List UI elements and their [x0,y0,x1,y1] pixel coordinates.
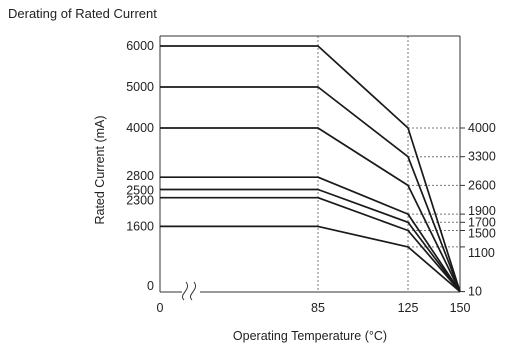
series-line-5 [160,188,461,293]
y-tick-label-right-1900: 1900 [468,204,496,218]
series-line-6 [160,196,461,293]
grid-layer [317,36,460,292]
x-tick-label-150: 150 [450,301,471,315]
y-axis-label: Rated Current (mA) [93,115,107,224]
y-tick-label-left-2500: 2500 [126,184,154,198]
y-tick-label-left-1600: 1600 [126,219,154,233]
y-tick-label-right-4000: 4000 [468,121,496,135]
x-tick-label-85: 85 [311,301,325,315]
series-line-4 [160,176,461,293]
y-tick-label-left-5000: 5000 [126,80,154,94]
y-tick-label-left-2300: 2300 [126,194,154,208]
y-tick-label-left-6000: 6000 [126,39,154,53]
chart-title: Derating of Rated Current [8,6,157,21]
series-line-2 [160,86,461,292]
axis-break-mark-1 [182,281,188,301]
y-tick-label-right-2600: 2600 [468,178,496,192]
x-tick-label-125: 125 [398,301,419,315]
y-tick-label-left-4000: 4000 [126,121,154,135]
series-line-3 [160,127,461,292]
series-line-1 [160,45,461,292]
x-axis-label: Operating Temperature (°C) [233,329,387,343]
frame-layer [159,35,461,301]
x-tick-label-0: 0 [157,301,164,315]
series-line-7 [160,225,461,293]
y-tick-label-right-3300: 3300 [468,150,496,164]
y-tick-label-right-1700: 1700 [468,215,496,229]
axis-break-mark-2 [190,281,196,301]
y-tick-label-right-10: 10 [468,285,482,299]
y-tick-label-right-1100: 1100 [468,246,495,260]
y-tick-label-left-2800: 2800 [126,169,154,183]
y-tick-label-left-0: 0 [147,279,154,293]
series-layer [160,45,461,293]
y-tick-label-right-1500: 1500 [468,227,496,241]
